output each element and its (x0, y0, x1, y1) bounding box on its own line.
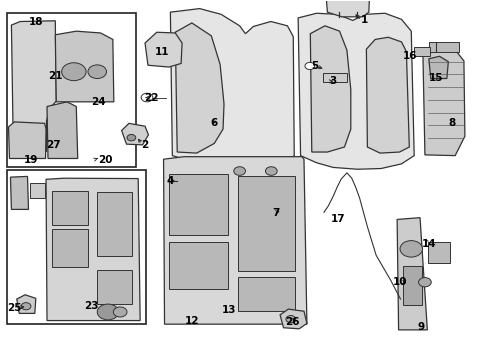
Bar (237, 176, 295, 271)
Text: 17: 17 (330, 215, 345, 224)
Polygon shape (55, 31, 114, 102)
Bar (322, 73, 346, 82)
Bar (237, 277, 295, 311)
Text: 26: 26 (285, 317, 299, 327)
Text: 9: 9 (417, 322, 424, 332)
Text: 19: 19 (24, 155, 38, 165)
Polygon shape (396, 218, 427, 330)
Polygon shape (163, 157, 306, 324)
Polygon shape (310, 26, 350, 152)
Polygon shape (8, 122, 46, 158)
Circle shape (21, 303, 31, 310)
Polygon shape (326, 0, 368, 17)
Circle shape (45, 190, 53, 195)
Circle shape (233, 167, 245, 175)
Text: 14: 14 (421, 239, 435, 249)
Circle shape (141, 93, 153, 102)
Circle shape (285, 316, 295, 323)
Text: 11: 11 (154, 46, 168, 57)
Text: 23: 23 (83, 301, 98, 311)
Bar (6, 13, 136, 167)
Circle shape (113, 307, 127, 317)
Text: 16: 16 (402, 51, 417, 61)
Polygon shape (298, 13, 413, 169)
Text: 22: 22 (143, 93, 158, 103)
Text: 3: 3 (329, 76, 336, 86)
Bar (30, 183, 44, 198)
Text: 13: 13 (221, 305, 236, 315)
Text: 18: 18 (28, 17, 43, 27)
Polygon shape (11, 21, 56, 152)
Bar (413, 47, 429, 56)
Polygon shape (422, 50, 464, 156)
Text: 2: 2 (141, 140, 148, 150)
Circle shape (173, 178, 181, 184)
Circle shape (418, 278, 430, 287)
Circle shape (97, 304, 119, 320)
Polygon shape (46, 178, 140, 320)
Text: 27: 27 (46, 140, 61, 150)
Polygon shape (122, 123, 148, 145)
Circle shape (88, 65, 106, 78)
Text: 25: 25 (7, 303, 21, 314)
Polygon shape (280, 309, 306, 329)
Polygon shape (10, 176, 28, 210)
Circle shape (265, 167, 277, 175)
Circle shape (305, 62, 314, 69)
Text: 12: 12 (184, 316, 199, 325)
Bar (52, 191, 88, 225)
Bar (97, 270, 132, 304)
Polygon shape (428, 56, 447, 78)
Circle shape (399, 240, 422, 257)
Text: 1: 1 (360, 15, 367, 26)
Text: 6: 6 (210, 118, 217, 128)
Bar (97, 192, 132, 256)
Polygon shape (47, 102, 78, 158)
Bar (52, 229, 88, 267)
Text: 24: 24 (91, 97, 105, 107)
Bar (6, 170, 145, 324)
Circle shape (61, 63, 86, 81)
Bar (169, 242, 227, 289)
Polygon shape (175, 23, 224, 153)
Circle shape (52, 194, 59, 199)
Circle shape (127, 134, 136, 141)
Polygon shape (170, 9, 294, 170)
Text: 15: 15 (427, 73, 442, 83)
Text: 8: 8 (447, 118, 454, 128)
Bar (428, 42, 458, 51)
Polygon shape (145, 32, 182, 67)
Polygon shape (17, 295, 36, 314)
Text: 21: 21 (48, 71, 62, 81)
Text: 7: 7 (272, 208, 279, 218)
Text: 10: 10 (392, 277, 407, 287)
Text: 4: 4 (166, 176, 174, 186)
Text: 20: 20 (98, 155, 113, 165)
Text: 5: 5 (311, 61, 318, 71)
Bar (403, 266, 421, 305)
Bar (169, 174, 227, 234)
Polygon shape (366, 37, 408, 153)
Bar (427, 242, 449, 263)
